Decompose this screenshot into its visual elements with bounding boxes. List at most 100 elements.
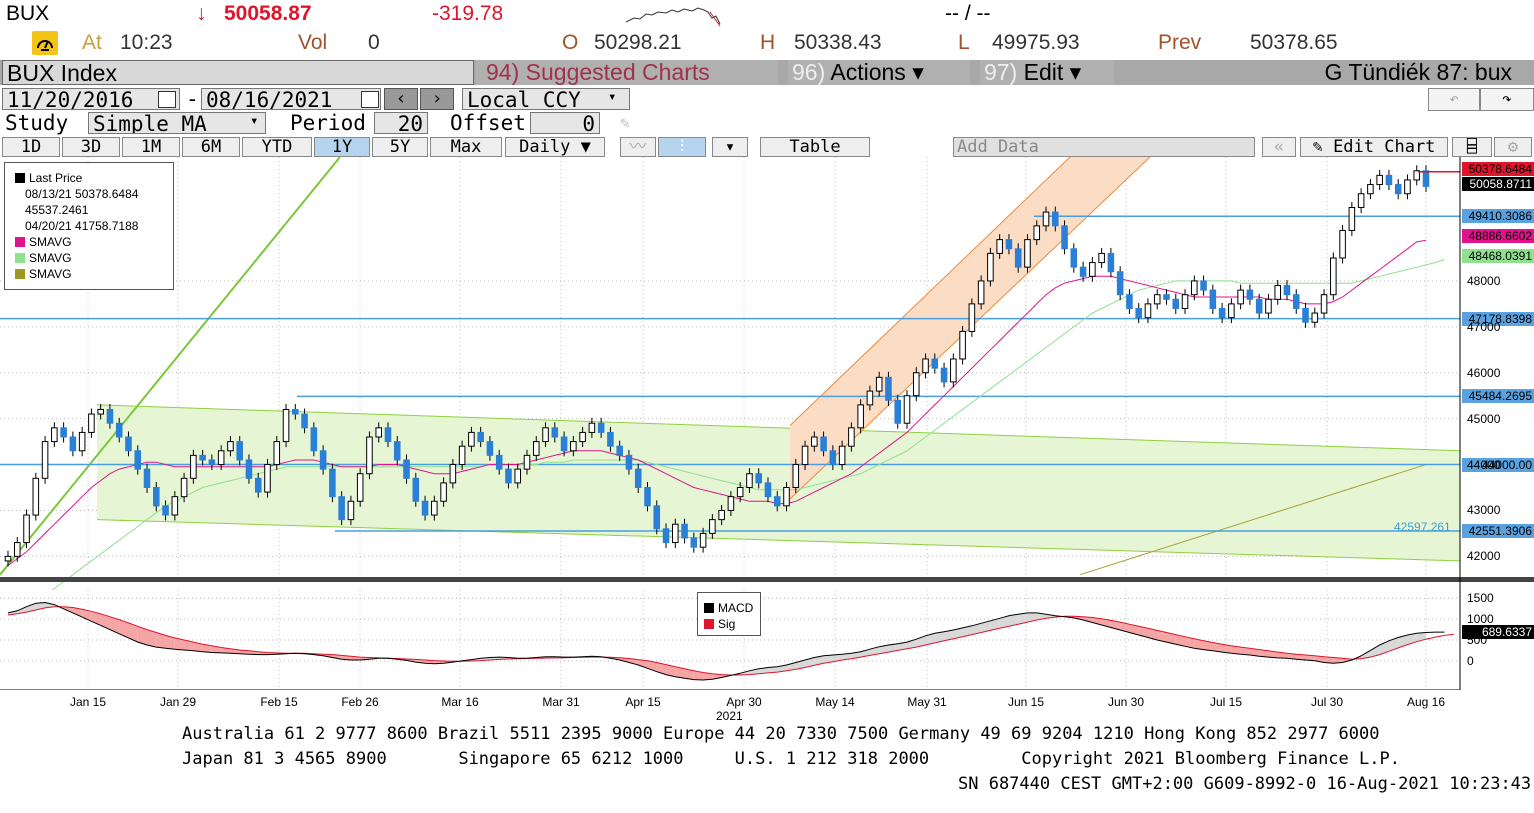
- table-label: Table: [789, 137, 841, 157]
- bid-ask: -- / --: [945, 2, 991, 25]
- macd-histogram-fill: [174, 637, 185, 650]
- redo-button[interactable]: ↷: [1480, 88, 1534, 111]
- candle: [254, 477, 262, 493]
- x-tick-label: May 14: [815, 695, 855, 709]
- x-tick-label: Feb 26: [341, 695, 379, 709]
- candle: [403, 459, 410, 479]
- low-value: 49975.93: [992, 31, 1080, 54]
- candle: [968, 303, 976, 332]
- macd-histogram-fill: [202, 644, 212, 653]
- line-chart-icon[interactable]: 〰: [620, 137, 656, 157]
- candle: [319, 450, 327, 470]
- macd-histogram-fill: [1324, 656, 1334, 664]
- footer-contacts-1: Australia 61 2 9777 8600 Brazil 5511 239…: [182, 724, 1380, 744]
- candle: [505, 468, 512, 484]
- calendar-icon[interactable]: [361, 91, 379, 108]
- macd-histogram-fill: [1305, 655, 1315, 661]
- candle: [190, 454, 197, 479]
- macd-histogram-fill: [758, 667, 768, 674]
- candle: [894, 399, 902, 424]
- period-button-max[interactable]: Max: [430, 137, 502, 157]
- candle: [227, 441, 234, 452]
- frequency-select[interactable]: Daily ▼: [505, 137, 605, 157]
- macd-histogram-fill: [944, 630, 954, 641]
- candle: [783, 486, 790, 507]
- candle: [1209, 289, 1217, 309]
- price-label: 48468.0391: [1462, 249, 1534, 263]
- period-button-5y[interactable]: 5Y: [372, 137, 428, 157]
- candle: [922, 358, 929, 374]
- candle-chart-icon[interactable]: ⫶: [658, 137, 706, 157]
- offset-input[interactable]: 0: [530, 112, 600, 134]
- candle: [115, 422, 123, 438]
- chevron-down-icon[interactable]: ▾: [712, 137, 748, 157]
- actions-menu[interactable]: 96) Actions ▾: [788, 60, 970, 85]
- edit-chart-button[interactable]: ✎ Edit Chart: [1300, 137, 1448, 157]
- macd-histogram-fill: [165, 635, 175, 650]
- price-label: 48886.6602: [1462, 229, 1534, 243]
- period-button-1d[interactable]: 1D: [2, 137, 60, 157]
- start-date-input[interactable]: 11/20/2016: [2, 88, 180, 110]
- candle: [1033, 225, 1041, 241]
- chart-tools-icon[interactable]: ⌸: [1452, 137, 1492, 157]
- period-button-ytd[interactable]: YTD: [242, 137, 312, 157]
- candle: [1422, 170, 1430, 187]
- legend-avg-row: 45537.2461: [25, 203, 89, 217]
- edit-menu[interactable]: 97) Edit ▾: [980, 60, 1114, 85]
- add-data-input[interactable]: Add Data: [953, 137, 1255, 157]
- collapse-icon[interactable]: «: [1262, 137, 1296, 157]
- table-button[interactable]: Table: [760, 137, 870, 157]
- realtime-gauge-icon[interactable]: [32, 31, 58, 55]
- candle: [1005, 239, 1013, 250]
- macd-histogram-fill: [814, 655, 824, 666]
- candle: [1330, 257, 1337, 296]
- currency-select[interactable]: Local CCY: [462, 88, 630, 110]
- suggested-charts-menu[interactable]: 94) Suggested Charts: [476, 60, 778, 85]
- volume: 0: [368, 31, 380, 54]
- study-select[interactable]: Simple MA: [88, 112, 266, 134]
- quote-time: 10:23: [120, 31, 173, 54]
- macd-histogram-fill: [1296, 654, 1306, 660]
- candle: [1302, 307, 1309, 323]
- period-input[interactable]: 20: [374, 112, 428, 134]
- actions-number: 96): [792, 59, 826, 85]
- y-tick-label: 42000: [1467, 549, 1501, 564]
- calendar-icon[interactable]: [158, 91, 176, 108]
- candle: [273, 441, 281, 466]
- x-tick-label: Feb 15: [260, 695, 298, 709]
- candle: [1265, 298, 1272, 314]
- period-row: 1D 3D 1M 6M YTD 1Y 5Y Max Daily ▼ 〰 ⫶ ▾ Table A…: [0, 137, 1534, 157]
- candle: [356, 473, 364, 502]
- period-button-3d[interactable]: 3D: [62, 137, 120, 157]
- footer-contacts-2: Japan 81 3 4565 8900 Singapore 65 6212 1…: [182, 749, 1400, 769]
- period-button-6m[interactable]: 6M: [182, 137, 240, 157]
- candle: [1181, 294, 1189, 309]
- price-label: 49410.3086: [1462, 209, 1534, 224]
- pencil-icon[interactable]: ✎: [620, 113, 630, 132]
- gear-icon[interactable]: ⚙: [1494, 137, 1532, 157]
- next-range-button[interactable]: ›: [420, 88, 454, 110]
- study-label: Study: [5, 111, 69, 135]
- candle: [301, 413, 308, 429]
- macd-histogram-fill: [156, 632, 166, 649]
- price-chart[interactable]: [0, 157, 1534, 590]
- candle: [764, 482, 772, 498]
- macd-chart[interactable]: [0, 590, 1534, 690]
- candle: [329, 468, 336, 498]
- period-button-1m[interactable]: 1M: [122, 137, 180, 157]
- macd-histogram-fill: [888, 643, 898, 653]
- undo-button[interactable]: ↶: [1428, 88, 1480, 111]
- macd-line: [7, 601, 1445, 681]
- period-button-1y[interactable]: 1Y: [314, 137, 370, 157]
- security-name[interactable]: BUX Index: [2, 60, 474, 85]
- smavg-200-line: [1079, 464, 1427, 576]
- macd-histogram-fill: [1008, 614, 1019, 627]
- end-date-input[interactable]: 08/16/2021: [201, 88, 381, 110]
- prev-range-button[interactable]: ‹: [384, 88, 418, 110]
- x-tick-label: Apr 30: [726, 695, 762, 709]
- candle: [1079, 266, 1087, 277]
- candle: [1394, 184, 1402, 195]
- legend-smavg-50: SMAVG: [15, 251, 71, 265]
- candle: [1126, 294, 1133, 309]
- candle: [727, 496, 735, 511]
